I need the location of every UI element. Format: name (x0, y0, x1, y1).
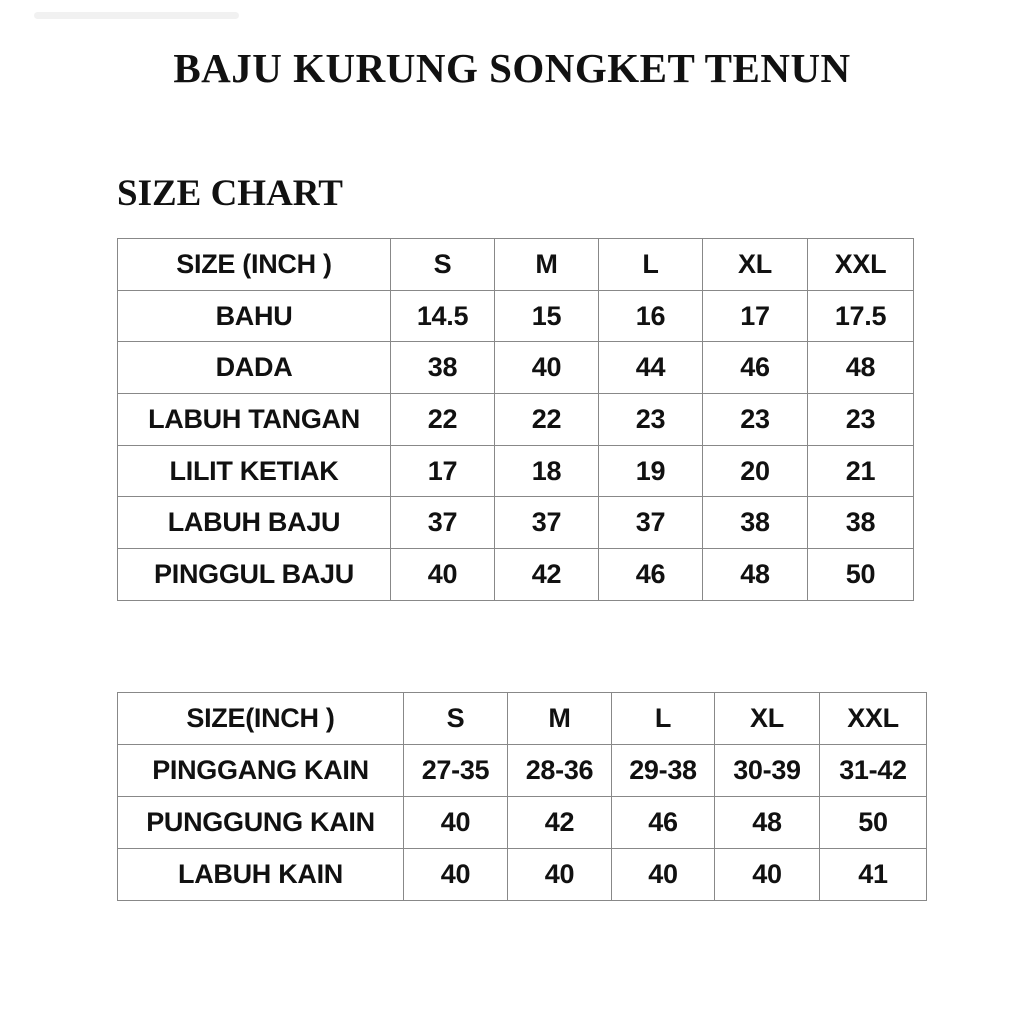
row-label-cell: LABUH KAIN (117, 848, 404, 901)
measurement-cell: 40 (611, 848, 715, 901)
measurement-cell: 38 (390, 341, 495, 395)
measurement-cell: 42 (507, 796, 612, 849)
table-header-row: SIZE (INCH ) S M L XL XXL (117, 238, 914, 291)
size-header-cell: M (507, 692, 612, 745)
measurement-cell: 38 (807, 496, 914, 550)
measurement-cell: 40 (403, 848, 508, 901)
measurement-cell: 23 (598, 393, 703, 446)
row-label-cell: LILIT KETIAK (117, 444, 391, 498)
measurement-cell: 42 (494, 548, 599, 601)
table-row: LILIT KETIAK 17 18 19 20 21 (117, 444, 914, 498)
measurement-cell: 50 (807, 548, 914, 601)
kain-size-table: SIZE(INCH ) S M L XL XXL PINGGANG KAIN 27-35 28-… (117, 692, 927, 901)
measurement-cell: 28-36 (507, 744, 612, 797)
header-label-cell: SIZE (INCH ) (117, 238, 391, 291)
measurement-cell: 20 (702, 444, 808, 498)
measurement-cell: 23 (702, 393, 808, 446)
row-label-cell: BAHU (117, 289, 391, 343)
page-title: BAJU KURUNG SONGKET TENUN (173, 45, 851, 91)
measurement-cell: 30-39 (714, 744, 820, 797)
measurement-cell: 46 (611, 796, 715, 849)
section-title: SIZE CHART (117, 173, 343, 214)
measurement-cell: 23 (807, 393, 914, 446)
measurement-cell: 31-42 (819, 744, 927, 797)
table-row: DADA 38 40 44 46 48 (117, 341, 914, 395)
measurement-cell: 41 (819, 848, 927, 901)
top-scroll-indicator (34, 12, 239, 19)
size-header-cell: S (403, 692, 508, 745)
measurement-cell: 40 (403, 796, 508, 849)
measurement-cell: 27-35 (403, 744, 508, 797)
measurement-cell: 22 (494, 393, 599, 446)
measurement-cell: 44 (598, 341, 703, 395)
measurement-cell: 40 (390, 548, 495, 601)
table-row: PINGGANG KAIN 27-35 28-36 29-38 30-39 31-42 (117, 744, 927, 797)
table-row: LABUH TANGAN 22 22 23 23 23 (117, 393, 914, 446)
measurement-cell: 50 (819, 796, 927, 849)
measurement-cell: 21 (807, 444, 914, 498)
size-header-cell: XL (714, 692, 820, 745)
measurement-cell: 22 (390, 393, 495, 446)
table-row: LABUH BAJU 37 37 37 38 38 (117, 496, 914, 550)
measurement-cell: 17.5 (807, 289, 914, 343)
table-row: BAHU 14.5 15 16 17 17.5 (117, 289, 914, 343)
baju-size-table: SIZE (INCH ) S M L XL XXL BAHU 14.5 15 16 17 17.5 DA… (117, 238, 914, 601)
table-header-row: SIZE(INCH ) S M L XL XXL (117, 692, 927, 745)
header-label-cell: SIZE(INCH ) (117, 692, 404, 745)
measurement-cell: 29-38 (611, 744, 715, 797)
measurement-cell: 48 (714, 796, 820, 849)
measurement-cell: 37 (598, 496, 703, 550)
measurement-cell: 19 (598, 444, 703, 498)
row-label-cell: LABUH BAJU (117, 496, 391, 550)
size-header-cell: XXL (819, 692, 927, 745)
measurement-cell: 37 (390, 496, 495, 550)
size-header-cell: M (494, 238, 599, 291)
measurement-cell: 40 (494, 341, 599, 395)
row-label-cell: PINGGUL BAJU (117, 548, 391, 601)
measurement-cell: 14.5 (390, 289, 495, 343)
row-label-cell: PINGGANG KAIN (117, 744, 404, 797)
measurement-cell: 38 (702, 496, 808, 550)
measurement-cell: 15 (494, 289, 599, 343)
row-label-cell: LABUH TANGAN (117, 393, 391, 446)
table-row: LABUH KAIN 40 40 40 40 41 (117, 848, 927, 901)
row-label-cell: DADA (117, 341, 391, 395)
measurement-cell: 48 (807, 341, 914, 395)
measurement-cell: 16 (598, 289, 703, 343)
measurement-cell: 40 (714, 848, 820, 901)
row-label-cell: PUNGGUNG KAIN (117, 796, 404, 849)
measurement-cell: 37 (494, 496, 599, 550)
measurement-cell: 46 (598, 548, 703, 601)
size-header-cell: XL (702, 238, 808, 291)
table-row: PUNGGUNG KAIN 40 42 46 48 50 (117, 796, 927, 849)
size-header-cell: XXL (807, 238, 914, 291)
table-row: PINGGUL BAJU 40 42 46 48 50 (117, 548, 914, 601)
size-header-cell: L (611, 692, 715, 745)
measurement-cell: 17 (390, 444, 495, 498)
measurement-cell: 46 (702, 341, 808, 395)
measurement-cell: 40 (507, 848, 612, 901)
measurement-cell: 48 (702, 548, 808, 601)
measurement-cell: 18 (494, 444, 599, 498)
measurement-cell: 17 (702, 289, 808, 343)
size-header-cell: L (598, 238, 703, 291)
size-header-cell: S (390, 238, 495, 291)
